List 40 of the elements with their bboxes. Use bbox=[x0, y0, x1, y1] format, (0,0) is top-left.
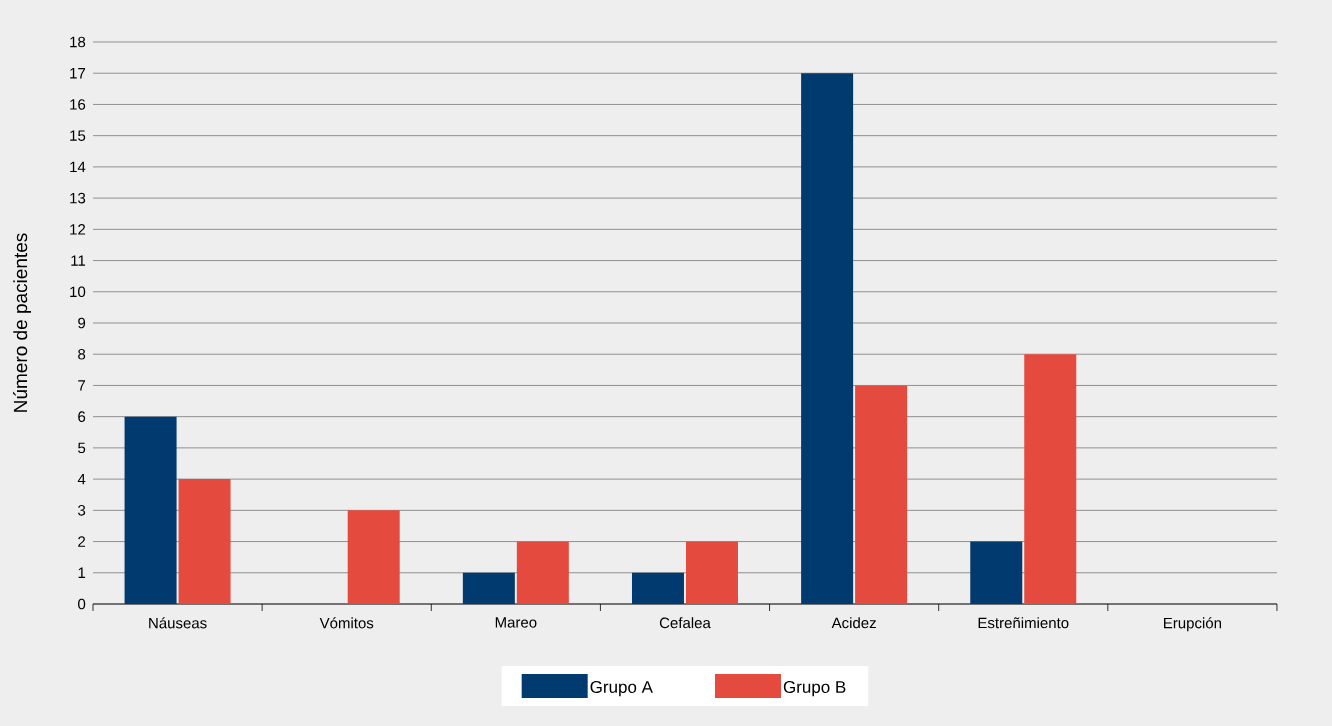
y-tick-label: 16 bbox=[70, 99, 86, 110]
y-tick-label: 18 bbox=[70, 36, 86, 48]
y-tick-label: 0 bbox=[78, 598, 86, 610]
bar bbox=[970, 541, 1023, 604]
bar bbox=[516, 541, 569, 604]
x-tick-label: Estreñimiento bbox=[978, 617, 1069, 629]
bar bbox=[178, 479, 231, 604]
x-tick-label: Cefalea bbox=[659, 617, 711, 629]
x-tick-label: Vómitos bbox=[319, 617, 374, 629]
bar bbox=[124, 416, 177, 604]
x-tick-label: Acidez bbox=[831, 617, 876, 629]
y-tick-label: 14 bbox=[70, 161, 86, 173]
y-tick-label: 6 bbox=[78, 411, 86, 422]
x-tick-label: Náuseas bbox=[149, 617, 207, 629]
y-tick-label: 12 bbox=[70, 224, 86, 235]
y-tick-label: 17 bbox=[70, 68, 86, 79]
bar bbox=[801, 73, 854, 604]
x-tick-label: Mareo bbox=[495, 617, 537, 628]
y-tick-label: 2 bbox=[78, 536, 86, 547]
y-tick-label: 1 bbox=[78, 567, 86, 578]
y-tick-label: 10 bbox=[70, 286, 86, 298]
y-tick-label: 9 bbox=[78, 317, 86, 329]
y-axis-title: Número de pacientes bbox=[13, 233, 31, 412]
y-tick-label: 3 bbox=[78, 505, 86, 516]
x-tick-label: Erupción bbox=[1164, 617, 1222, 632]
bar bbox=[347, 510, 400, 604]
y-tick-label: 13 bbox=[70, 192, 86, 204]
bar bbox=[462, 572, 515, 604]
legend-label: Grupo A bbox=[590, 680, 653, 697]
y-tick-label: 15 bbox=[70, 130, 86, 141]
bar bbox=[855, 385, 908, 604]
y-tick-label: 11 bbox=[71, 255, 86, 266]
bar bbox=[631, 572, 684, 604]
bar bbox=[685, 541, 738, 604]
y-tick-label: 7 bbox=[78, 380, 86, 391]
y-tick-label: 5 bbox=[78, 442, 86, 454]
legend-label: Grupo B bbox=[783, 680, 846, 697]
bar bbox=[1024, 354, 1077, 604]
y-tick-label: 4 bbox=[77, 473, 86, 485]
y-tick-label: 8 bbox=[78, 348, 86, 360]
